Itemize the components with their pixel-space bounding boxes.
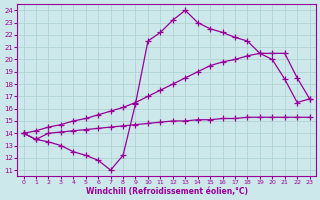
X-axis label: Windchill (Refroidissement éolien,°C): Windchill (Refroidissement éolien,°C) — [85, 187, 248, 196]
